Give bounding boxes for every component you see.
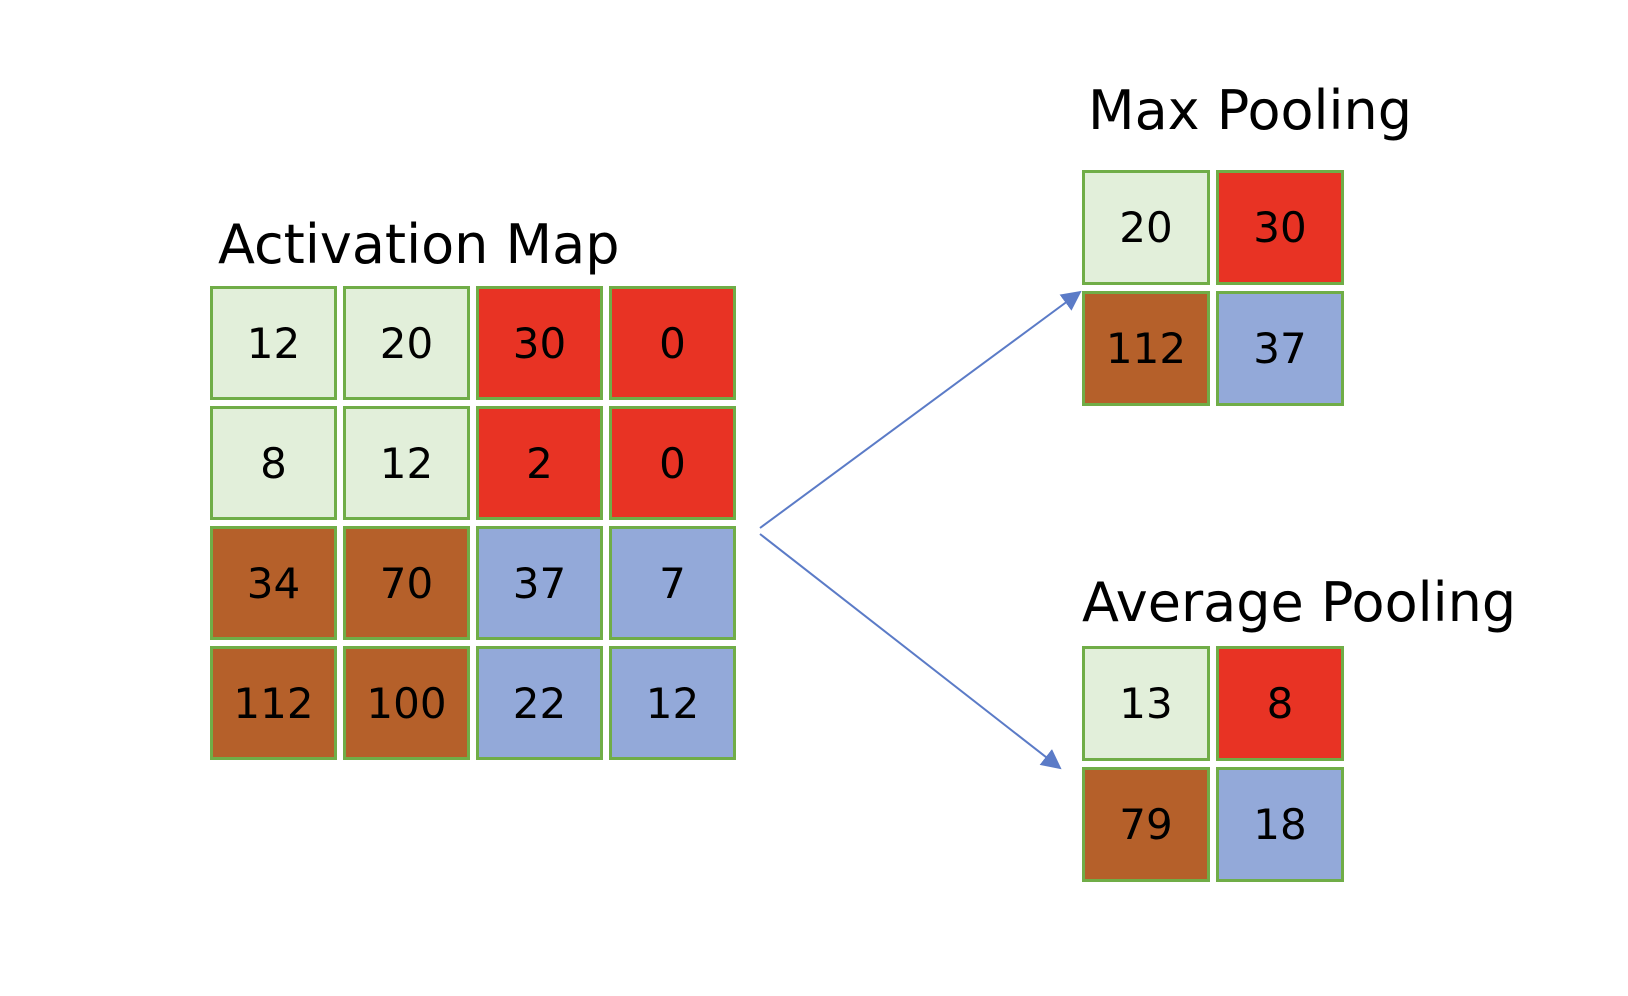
activation-cell-r4-c4: 12 (609, 646, 736, 760)
activation-cell-r4-c1: 112 (210, 646, 337, 760)
activation-cell-r1-c1: 12 (210, 286, 337, 400)
activation-cell-r1-c3: 30 (476, 286, 603, 400)
average-pooling-cell-r2-c1: 79 (1082, 767, 1210, 882)
max-pooling-cell-r1-c1: 20 (1082, 170, 1210, 285)
average-pooling-cell-r2-c2: 18 (1216, 767, 1344, 882)
activation-map-grid: 12 20 30 0 8 12 2 0 34 70 37 7 112 100 22 12 (210, 286, 736, 760)
activation-cell-r1-c4: 0 (609, 286, 736, 400)
activation-cell-r3-c2: 70 (343, 526, 470, 640)
max-pooling-title: Max Pooling (1088, 79, 1413, 142)
activation-cell-r3-c3: 37 (476, 526, 603, 640)
activation-cell-r4-c3: 22 (476, 646, 603, 760)
activation-cell-r1-c2: 20 (343, 286, 470, 400)
activation-cell-r2-c4: 0 (609, 406, 736, 520)
activation-cell-r2-c2: 12 (343, 406, 470, 520)
average-pooling-cell-r1-c2: 8 (1216, 646, 1344, 761)
arrow-to-average-pooling (759, 533, 1062, 770)
max-pooling-cell-r2-c1: 112 (1082, 291, 1210, 406)
activation-cell-r4-c2: 100 (343, 646, 470, 760)
activation-cell-r3-c4: 7 (609, 526, 736, 640)
average-pooling-cell-r1-c1: 13 (1082, 646, 1210, 761)
max-pooling-cell-r1-c2: 30 (1216, 170, 1344, 285)
activation-cell-r3-c1: 34 (210, 526, 337, 640)
average-pooling-grid: 13 8 79 18 (1082, 646, 1344, 882)
activation-map-title: Activation Map (218, 213, 620, 276)
activation-cell-r2-c1: 8 (210, 406, 337, 520)
max-pooling-cell-r2-c2: 37 (1216, 291, 1344, 406)
max-pooling-grid: 20 30 112 37 (1082, 170, 1344, 406)
average-pooling-title: Average Pooling (1082, 571, 1517, 634)
arrow-to-max-pooling (759, 290, 1082, 529)
activation-cell-r2-c3: 2 (476, 406, 603, 520)
